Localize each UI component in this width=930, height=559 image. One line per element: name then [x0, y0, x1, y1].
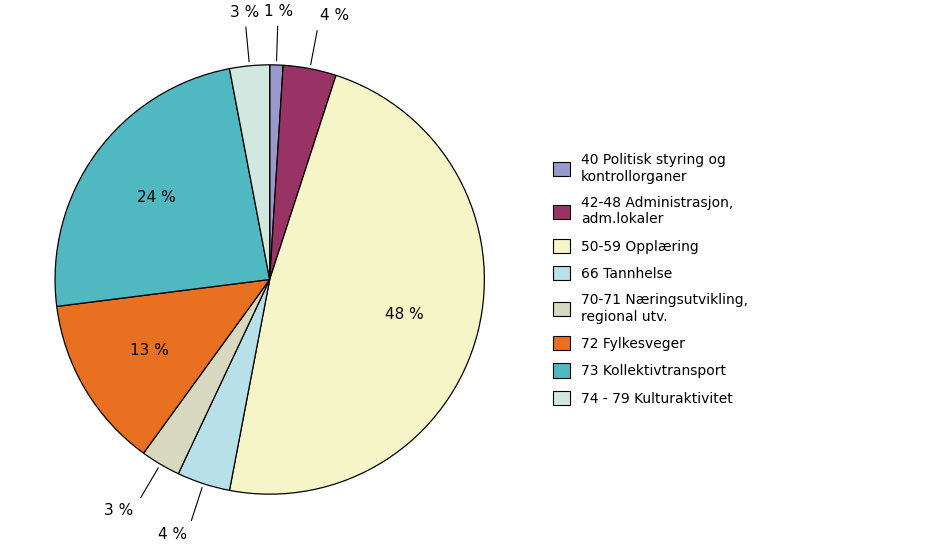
Wedge shape	[179, 280, 270, 490]
Text: 48 %: 48 %	[385, 307, 424, 321]
Wedge shape	[143, 280, 270, 473]
Text: 3 %: 3 %	[104, 503, 133, 518]
Wedge shape	[230, 65, 270, 280]
Legend: 40 Politisk styring og
kontrollorganer, 42-48 Administrasjon,
adm.lokaler, 50-59: 40 Politisk styring og kontrollorganer, …	[546, 146, 755, 413]
Text: 3 %: 3 %	[230, 5, 259, 20]
Wedge shape	[270, 65, 283, 280]
Wedge shape	[55, 69, 270, 306]
Text: 4 %: 4 %	[158, 527, 187, 542]
Wedge shape	[57, 280, 270, 453]
Text: 1 %: 1 %	[263, 4, 293, 19]
Text: 13 %: 13 %	[130, 343, 169, 358]
Wedge shape	[230, 75, 485, 494]
Text: 24 %: 24 %	[138, 190, 176, 205]
Wedge shape	[270, 65, 336, 280]
Text: 4 %: 4 %	[320, 8, 349, 23]
